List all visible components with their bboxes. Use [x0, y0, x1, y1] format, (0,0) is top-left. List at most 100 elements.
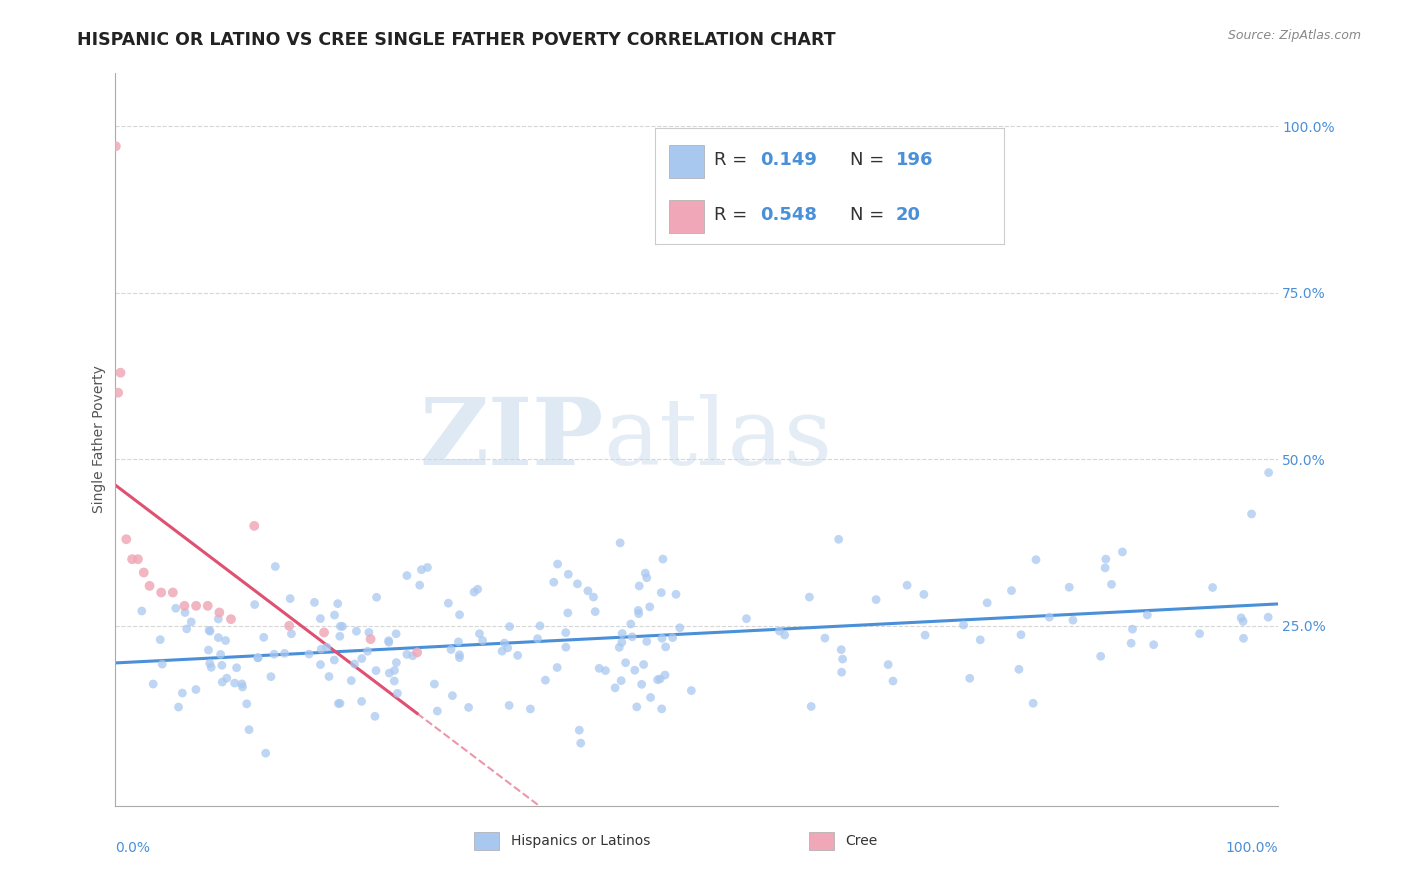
Point	[243, 598, 266, 612]
Point	[197, 643, 219, 657]
Point	[519, 702, 541, 716]
Point	[735, 612, 758, 626]
Point	[447, 635, 470, 649]
Point	[323, 608, 346, 623]
Point	[385, 656, 408, 670]
Point	[315, 640, 337, 655]
Point	[831, 652, 853, 666]
Point	[312, 625, 335, 640]
Point	[1257, 466, 1279, 480]
Point	[215, 671, 238, 685]
Point	[621, 630, 644, 644]
Point	[224, 676, 246, 690]
Point	[231, 680, 253, 694]
Point	[627, 603, 650, 617]
Point	[457, 700, 479, 714]
Point	[263, 647, 285, 661]
Point	[298, 647, 321, 661]
Point	[309, 657, 332, 672]
Point	[628, 579, 651, 593]
Point	[364, 709, 387, 723]
Point	[426, 704, 449, 718]
Point	[1101, 577, 1123, 591]
Point	[423, 677, 446, 691]
Point	[172, 686, 194, 700]
Point	[378, 635, 401, 649]
Point	[471, 633, 494, 648]
Point	[328, 697, 350, 711]
Point	[395, 648, 418, 662]
Point	[409, 578, 432, 592]
Point	[121, 552, 143, 566]
Point	[437, 596, 460, 610]
Point	[253, 630, 276, 644]
Text: R =: R =	[714, 206, 754, 224]
Point	[1062, 613, 1084, 627]
Point	[506, 648, 529, 663]
Point	[651, 552, 673, 566]
Point	[132, 566, 155, 580]
Point	[912, 587, 935, 601]
Point	[661, 631, 683, 645]
Point	[614, 656, 637, 670]
Point	[582, 590, 605, 604]
Point	[952, 618, 974, 632]
Point	[1010, 628, 1032, 642]
Point	[343, 657, 366, 671]
Point	[165, 601, 187, 615]
Point	[568, 723, 591, 738]
Point	[467, 582, 489, 597]
Point	[1095, 552, 1118, 566]
Point	[1232, 632, 1254, 646]
Point	[1038, 610, 1060, 624]
Point	[496, 640, 519, 655]
Point	[309, 642, 332, 657]
Point	[877, 657, 900, 672]
Point	[633, 657, 655, 672]
Point	[318, 669, 340, 683]
Point	[207, 612, 229, 626]
Point	[1057, 580, 1080, 594]
Point	[184, 682, 207, 697]
Point	[207, 631, 229, 645]
Point	[350, 694, 373, 708]
Point	[630, 677, 652, 691]
Point	[184, 599, 207, 613]
Point	[651, 702, 673, 716]
Point	[529, 619, 551, 633]
Point	[647, 673, 669, 687]
Point	[219, 612, 242, 626]
Point	[534, 673, 557, 688]
Point	[329, 696, 352, 710]
Point	[357, 625, 380, 640]
Text: R =: R =	[714, 152, 754, 169]
Point	[235, 697, 257, 711]
Point	[969, 632, 991, 647]
Point	[1119, 636, 1142, 650]
Point	[346, 624, 368, 639]
Point	[304, 595, 326, 609]
Point	[198, 657, 221, 671]
Point	[681, 683, 703, 698]
Point	[364, 664, 387, 678]
Point	[360, 632, 382, 647]
Point	[627, 607, 650, 621]
Point	[162, 585, 184, 599]
Point	[557, 606, 579, 620]
Point	[200, 660, 222, 674]
Point	[329, 629, 352, 643]
Point	[583, 605, 606, 619]
Point	[638, 599, 661, 614]
Point	[814, 631, 837, 645]
Point	[620, 617, 643, 632]
Point	[323, 653, 346, 667]
Point	[1136, 607, 1159, 622]
Text: 0.548: 0.548	[759, 206, 817, 224]
Point	[246, 651, 269, 665]
Point	[198, 624, 221, 638]
Point	[104, 139, 127, 153]
Point	[138, 579, 160, 593]
Point	[547, 557, 569, 571]
Point	[214, 633, 236, 648]
Point	[648, 672, 671, 686]
